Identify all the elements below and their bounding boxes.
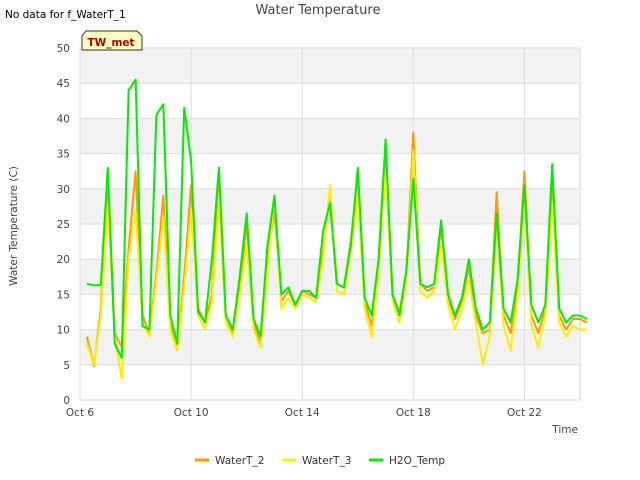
grid-band [80,259,580,295]
y-tick-label: 30 [57,184,70,196]
y-tick-label: 10 [57,325,70,337]
x-axis-ticks: Oct 6 Oct 10 Oct 14 Oct 18 Oct 22 [66,407,542,419]
legend-label: H2O_Temp [389,455,445,467]
y-tick-label: 45 [57,78,70,90]
chart-title: Water Temperature [256,3,381,18]
legend-label: WaterT_2 [215,455,264,467]
station-badge-shape [81,30,143,51]
series-layer [85,78,588,380]
y-tick-label: 0 [63,395,70,407]
y-axis-label: Water Temperature (C) [8,166,20,286]
station-badge: TW_met [81,30,143,51]
legend: WaterT_2 WaterT_3 H2O_Temp [195,455,445,467]
no-data-note: No data for f_WaterT_1 [5,9,126,21]
grid-band [80,329,580,365]
y-tick-label: 40 [57,113,70,125]
grid-band [80,48,580,84]
series-line-h2o-temp [86,78,588,359]
y-tick-label: 50 [57,43,70,55]
y-tick-label: 35 [57,149,70,161]
x-tick-label: Oct 18 [396,407,431,419]
x-tick-label: Oct 14 [285,407,320,419]
legend-label: WaterT_3 [302,455,351,467]
station-badge-label: TW_met [87,37,134,49]
x-tick-label: Oct 10 [174,407,209,419]
y-axis-ticks: 0 5 10 15 20 25 30 35 40 45 50 [57,43,70,407]
x-axis-label: Time [551,424,578,436]
series-line-watert-3 [85,149,587,380]
y-tick-label: 15 [57,289,70,301]
y-tick-label: 20 [57,254,70,266]
y-tick-label: 5 [63,360,70,372]
y-tick-label: 25 [57,219,70,231]
plot-area [79,47,588,401]
x-tick-label: Oct 22 [507,407,542,419]
x-tick-label: Oct 6 [66,407,94,419]
